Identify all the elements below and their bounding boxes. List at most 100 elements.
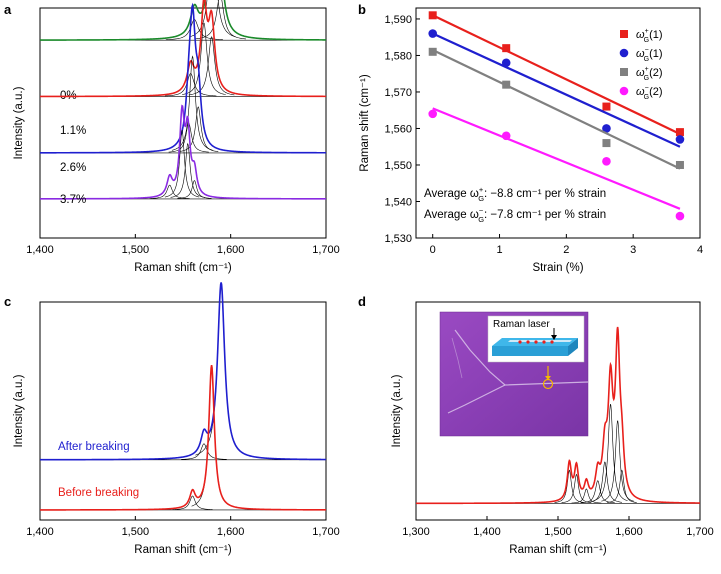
spectrum-curve-2 — [40, 2, 326, 154]
series-label-1: 1.1% — [60, 125, 86, 137]
y-tick-label: 1,540 — [384, 196, 412, 208]
x-tick-label: 3 — [630, 244, 636, 256]
x-tick-label: 1,400 — [26, 526, 54, 538]
y-tick-label: 1,590 — [384, 14, 412, 26]
x-tick-label: 1,500 — [544, 526, 572, 538]
data-point-1-0 — [428, 29, 438, 38]
inset-photo: Raman laser — [439, 311, 589, 437]
data-point-2-3 — [675, 160, 684, 169]
x-tick-label: 1,500 — [122, 244, 150, 256]
x-tick-label: 1,600 — [615, 526, 643, 538]
x-tick-label: 4 — [697, 244, 703, 256]
data-point-3-2 — [602, 157, 611, 166]
annotation-0: Average ω+ G: −8.8 cm⁻¹ per % strain — [424, 185, 606, 203]
legend-marker-0 — [620, 30, 628, 38]
legend-label-3: ω− G(2) — [636, 85, 663, 101]
y-axis-label: Intensity (a.u.) — [13, 374, 25, 447]
fit-line-1 — [432, 32, 681, 148]
panel-a-spectra: 1,400 1,500 1,600 1,700 Raman shift (cm⁻¹) In… — [13, 0, 340, 274]
fit-peak-0-1 — [189, 0, 236, 38]
series-label-2: 2.6% — [60, 162, 86, 174]
spectrum-curve-1 — [40, 364, 326, 511]
data-point-0-0 — [428, 11, 437, 20]
x-tick-label: 1,500 — [122, 526, 150, 538]
x-tick-label: 1,600 — [217, 244, 245, 256]
fit-peak-3-3 — [177, 180, 212, 199]
spectrum-curve-1 — [40, 0, 326, 98]
panel-d-spectrum: 1,300 1,400 1,500 1,600 1,700 Raman shift (cm… — [391, 301, 714, 556]
fit-peak-0-7 — [606, 469, 637, 503]
plot-frame — [39, 301, 327, 521]
fit-peak-0-4 — [587, 461, 622, 503]
data-point-0-1 — [502, 44, 511, 53]
fit-peak-3-2 — [170, 142, 205, 198]
x-axis-label: Raman shift (cm⁻¹) — [134, 544, 232, 556]
data-point-2-1 — [502, 80, 511, 89]
plot-frame — [39, 7, 327, 239]
fit-peak-0-6 — [601, 420, 634, 502]
x-tick-label: 1,400 — [26, 244, 54, 256]
y-tick-label: 1,530 — [384, 233, 412, 245]
x-tick-label: 2 — [563, 244, 569, 256]
fit-peak-1-0 — [172, 495, 213, 510]
y-axis-label: Raman shift (cm⁻¹) — [359, 74, 371, 172]
x-tick-label: 1,700 — [312, 244, 340, 256]
data-point-0-3 — [675, 128, 684, 137]
x-tick-label: 0 — [430, 244, 436, 256]
data-point-1-3 — [675, 135, 685, 144]
fit-peak-0-0 — [181, 443, 227, 460]
fit-peak-0-1 — [561, 473, 592, 503]
spectrum-curve-0 — [40, 0, 326, 41]
y-tick-label: 1,560 — [384, 123, 412, 135]
fit-peak-0-0 — [554, 469, 585, 503]
panel-letter-b: b — [358, 2, 366, 17]
spectrum-curve-3 — [40, 104, 326, 200]
x-axis-label: Raman shift (cm⁻¹) — [134, 262, 232, 274]
spectrum-curve-0 — [40, 282, 327, 461]
legend-marker-3 — [619, 86, 629, 96]
x-tick-label: 1,600 — [217, 526, 245, 538]
fit-line-0 — [432, 14, 681, 135]
fit-peak-1-2 — [188, 36, 235, 96]
x-tick-label: 1,700 — [686, 526, 714, 538]
fit-peak-2-1 — [178, 106, 219, 152]
fit-peak-1-0 — [164, 73, 217, 97]
data-point-2-2 — [602, 139, 611, 148]
spectrum-curve-0 — [416, 326, 700, 505]
x-tick-label: 1 — [496, 244, 502, 256]
series-label-1: Before breaking — [58, 487, 139, 499]
data-point-0-2 — [602, 102, 611, 111]
legend-label-0: ω+ G(1) — [636, 28, 663, 44]
x-tick-label: 1,400 — [473, 526, 501, 538]
panel-c-spectra: 1,400 1,500 1,600 1,700 Raman shift (cm⁻¹) In… — [13, 282, 340, 556]
fit-peak-0-5 — [593, 403, 628, 502]
legend-marker-2 — [620, 68, 628, 76]
panel-letter-d: d — [358, 294, 366, 309]
x-tick-label: 1,700 — [312, 526, 340, 538]
fit-peak-0-2 — [571, 488, 602, 504]
y-tick-label: 1,580 — [384, 50, 412, 62]
fit-line-2 — [432, 48, 681, 170]
x-axis-label: Strain (%) — [532, 262, 583, 274]
panel-letter-a: a — [4, 2, 12, 17]
fit-peak-1-1 — [191, 369, 232, 507]
y-tick-label: 1,570 — [384, 87, 412, 99]
data-point-1-1 — [501, 58, 511, 68]
fit-line-3 — [432, 107, 681, 210]
data-point-3-3 — [675, 211, 685, 221]
annotation-1: Average ω− G: −7.8 cm⁻¹ per % strain — [424, 206, 606, 224]
y-axis-label: Intensity (a.u.) — [391, 374, 403, 447]
plot-frame — [415, 7, 701, 239]
fit-peak-3-1 — [164, 129, 200, 198]
series-label-3: 3.7% — [60, 194, 86, 206]
x-tick-label: 1,300 — [402, 526, 430, 538]
data-point-3-1 — [501, 131, 511, 141]
inset-raman-laser-label: Raman laser — [493, 319, 550, 330]
series-label-0: After breaking — [58, 441, 130, 453]
data-point-1-2 — [602, 124, 611, 133]
data-point-3-0 — [428, 109, 438, 119]
fit-peak-0-2 — [194, 0, 246, 40]
panel-b-strain-plot: 0 1 2 3 4 1,530 1,540 1,550 1,560 1,570 1,580 1,590… — [359, 7, 703, 274]
data-point-2-0 — [428, 47, 437, 56]
